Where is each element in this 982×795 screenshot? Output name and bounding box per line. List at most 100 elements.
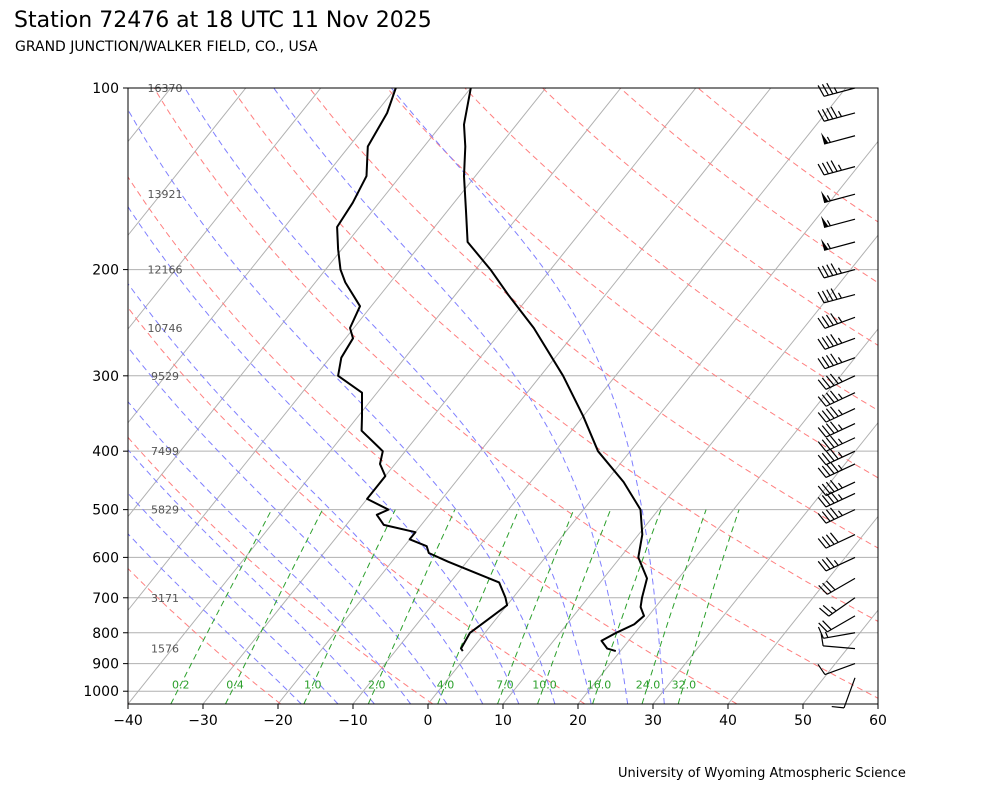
x-tick-label: 10 <box>494 713 512 729</box>
isotherm <box>128 88 322 330</box>
wind-barb <box>817 313 856 329</box>
barb-half <box>837 510 843 516</box>
x-tick-label: 30 <box>644 713 662 729</box>
isotherm <box>277 88 772 704</box>
barb-staff <box>825 492 856 508</box>
barb-full <box>830 334 839 345</box>
chart-subtitle: GRAND JUNCTION/WALKER FIELD, CO., USA <box>15 39 318 55</box>
wind-barb <box>821 215 856 229</box>
barb-full <box>821 290 829 302</box>
mixing-ratio-label: 32.0 <box>672 679 697 692</box>
barb-staff <box>823 241 856 251</box>
barb-full <box>817 163 825 176</box>
wind-barb <box>817 334 856 350</box>
isotherm <box>0 88 96 704</box>
barb-staff <box>824 337 856 350</box>
wind-barb <box>821 238 856 251</box>
moist-adiabat <box>184 88 592 704</box>
barb-full <box>817 454 827 466</box>
wind-barb <box>817 507 856 524</box>
dry-adiabat <box>128 702 129 704</box>
wind-barb <box>820 633 856 650</box>
mixing-ratio-line <box>497 509 575 704</box>
height-label: 1576 <box>151 643 179 656</box>
barb-staff <box>825 481 856 497</box>
isotherm <box>427 140 878 704</box>
barb-half <box>837 292 843 299</box>
barb-staff <box>825 534 856 549</box>
barb-half <box>837 110 843 117</box>
wind-barb <box>817 556 856 572</box>
wind-barb <box>817 160 856 176</box>
moist-adiabat <box>128 282 484 704</box>
isotherm <box>652 421 878 704</box>
barb-staff <box>823 293 856 304</box>
barb-full <box>818 622 828 633</box>
barb-staff <box>824 316 856 329</box>
barb-full <box>821 559 831 570</box>
barb-full <box>825 423 835 434</box>
mixing-ratio-label: 4.0 <box>437 679 455 692</box>
y-tick-label: 200 <box>92 263 119 279</box>
barb-full <box>825 408 835 419</box>
wind-barb <box>817 106 856 122</box>
barb-full <box>817 441 827 452</box>
barb-full <box>830 353 839 365</box>
x-tick-label: 40 <box>719 713 737 729</box>
x-tick-label: 50 <box>794 713 812 729</box>
wind-barbs <box>817 82 856 709</box>
barb-full <box>825 534 835 545</box>
height-label: 5829 <box>151 504 179 517</box>
barb-full <box>817 467 827 478</box>
barb-full <box>822 582 832 593</box>
barb-pennant <box>821 190 829 203</box>
barb-full <box>829 435 839 446</box>
x-tick-label: −20 <box>263 713 293 729</box>
barb-full <box>817 412 827 423</box>
barb-full <box>821 495 831 506</box>
barb-full <box>817 338 826 350</box>
barb-full <box>829 373 839 385</box>
barb-full <box>829 406 839 417</box>
barb-full <box>821 162 829 175</box>
dry-adiabat <box>231 88 878 622</box>
wind-barb <box>817 263 856 279</box>
barb-full <box>822 604 833 615</box>
barb-full <box>829 421 839 432</box>
barb-full <box>821 452 831 464</box>
mixing-ratio-label: 1.0 <box>304 679 322 692</box>
barb-staff <box>824 357 856 370</box>
barb-full <box>830 263 838 275</box>
barb-full <box>829 507 839 518</box>
background-lines <box>0 88 878 704</box>
barb-full <box>830 288 838 300</box>
wind-barb <box>817 353 856 370</box>
dry-adiabat <box>128 306 586 704</box>
height-label: 7499 <box>151 445 179 458</box>
y-tick-label: 100 <box>92 81 119 97</box>
in-plot-labels: 0.2 0.4 1.0 2.0 4.0 7.0 10.0 16.0 24.0 32.0163701… <box>148 82 697 692</box>
barb-full <box>821 377 831 388</box>
barb-full <box>821 265 829 277</box>
wind-barb <box>818 615 856 633</box>
x-tick-label: −30 <box>188 713 218 729</box>
height-label: 9529 <box>151 370 179 383</box>
barb-full <box>831 705 845 709</box>
barb-full <box>825 450 835 462</box>
wind-barb <box>817 663 856 676</box>
barb-half <box>837 376 843 383</box>
dry-adiabat <box>464 88 878 411</box>
barb-full <box>821 316 830 328</box>
barb-half <box>837 357 843 363</box>
wind-barb <box>817 461 856 479</box>
wind-barb <box>831 677 856 709</box>
barb-half <box>837 164 843 171</box>
wind-barb <box>818 577 856 595</box>
moist-adiabat <box>128 346 448 704</box>
moist-adiabat <box>128 205 520 704</box>
x-tick-label: −10 <box>338 713 368 729</box>
barb-full <box>821 337 830 349</box>
credit-text: University of Wyoming Atmospheric Scienc… <box>618 766 906 781</box>
isotherm <box>877 703 878 704</box>
